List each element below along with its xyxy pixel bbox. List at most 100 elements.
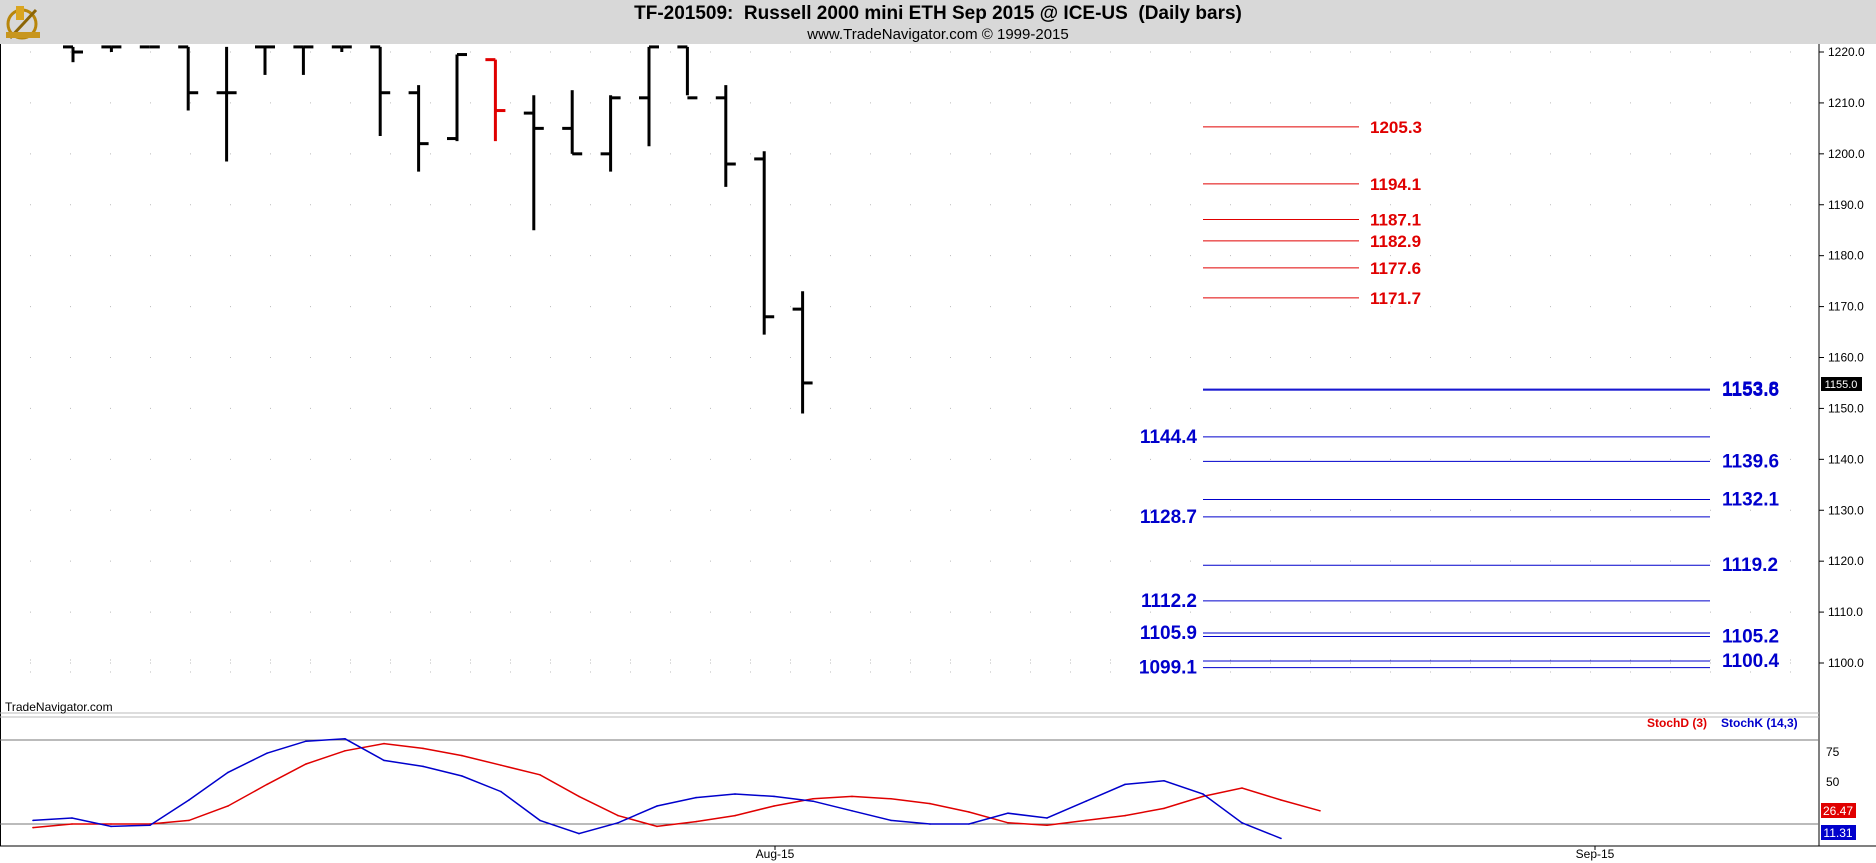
stoch-k-point (1085, 800, 1087, 802)
stoch-tick-label: 75 (1826, 745, 1840, 759)
price-tick-label: 1170.0 (1828, 300, 1864, 314)
stoch-k-point (929, 823, 931, 825)
ohlc-bar (639, 45, 659, 147)
sextant-logo-icon (6, 6, 40, 40)
chart-subtitle: www.TradeNavigator.com © 1999-2015 (807, 26, 1069, 43)
ohlc-bar (677, 45, 698, 100)
price-tick-label: 1130.0 (1828, 503, 1864, 517)
stoch-k-point (188, 799, 190, 801)
resistance-label: 1187.1 (1370, 211, 1421, 230)
stoch-d-point (500, 764, 502, 766)
legend-stoch-d: StochD (3) (1647, 716, 1707, 730)
price-tick-label: 1150.0 (1828, 401, 1864, 415)
ohlc-bar (408, 85, 429, 172)
price-axis: 1220.0 1210.0 1200.0 1190.0 1180.0 1170.0 1160… (1819, 45, 1865, 670)
ohlc-bar (293, 45, 314, 75)
ohlc-bar (63, 45, 83, 63)
stoch-d-point (266, 783, 268, 786)
resistance-label: 1182.9 (1370, 232, 1421, 251)
stoch-k-point (968, 823, 970, 825)
stoch-last-value-label: 11.31 (1823, 826, 1852, 840)
price-tick-label: 1100.0 (1828, 656, 1864, 670)
price-tick-label: 1120.0 (1828, 554, 1864, 568)
support-label: 1153.8 (1722, 379, 1779, 400)
ohlc-bar (447, 53, 467, 142)
ohlc-bar (754, 151, 775, 335)
chart-title: TF-201509: Russell 2000 mini ETH Sep 201… (634, 3, 1242, 24)
stoch-d-point (383, 742, 385, 745)
stoch-d-point (890, 798, 892, 800)
resistance-label: 1205.3 (1370, 118, 1422, 137)
stoch-d-point (1319, 810, 1321, 812)
stoch-d-point (110, 823, 112, 825)
stoch-d-point (227, 805, 229, 807)
price-tick-label: 1220.0 (1828, 45, 1865, 59)
ohlc-bar (600, 95, 621, 172)
price-tick-label: 1200.0 (1828, 147, 1865, 161)
stoch-k-point (773, 795, 775, 798)
stoch-last-value-box (1821, 825, 1856, 840)
price-bars (63, 45, 813, 414)
stoch-k-point (734, 793, 736, 795)
stoch-d-point (1046, 824, 1048, 826)
stoch-d-point (656, 825, 658, 828)
stoch-k-point (1202, 793, 1204, 795)
stoch-d-point (968, 811, 970, 813)
ohlc-bar (178, 45, 199, 111)
ohlc-bar (331, 45, 352, 52)
stoch-d-point (929, 802, 931, 805)
stoch-k-point (617, 822, 619, 824)
ohlc-bar (370, 45, 391, 137)
stoch-d-point (1085, 819, 1087, 822)
stoch-d-point (1007, 822, 1009, 824)
stoch-d-point (851, 795, 853, 798)
support-label: 1100.4 (1722, 651, 1779, 672)
stoch-k-point (890, 819, 892, 822)
ohlc-bar (792, 291, 813, 414)
support-label: 1144.4 (1140, 427, 1197, 448)
stoch-d-point (188, 819, 190, 822)
stoch-k-point (1280, 837, 1282, 840)
support-label: 1139.6 (1722, 451, 1779, 472)
stoch-d-point (617, 814, 619, 817)
date-tick-label: Aug-15 (756, 847, 795, 861)
stoch-d-point (539, 774, 541, 776)
stoch-last-value-box (1821, 803, 1856, 818)
stoch-d-point (695, 820, 697, 823)
stoch-k-point (539, 819, 541, 822)
support-label: 1105.9 (1140, 623, 1197, 644)
support-label: 1112.2 (1141, 591, 1197, 612)
ohlc-bar (216, 46, 237, 162)
stoch-d-point (773, 805, 775, 807)
resistance-label: 1177.6 (1370, 259, 1421, 278)
stoch-k-point (71, 817, 73, 819)
price-tick-label: 1190.0 (1828, 198, 1864, 212)
stoch-k-point (695, 796, 697, 799)
support-label: 1128.7 (1140, 507, 1197, 528)
stoch-d-point (1202, 795, 1204, 798)
stoch-k-point (266, 752, 268, 754)
support-label: 1105.2 (1722, 627, 1779, 648)
stoch-k-point (1163, 780, 1165, 782)
stoch-k-point (32, 819, 34, 822)
stoch-k-point (1241, 822, 1243, 824)
stoch-d-point (812, 798, 814, 800)
price-tick-label: 1140.0 (1828, 452, 1864, 466)
stoch-d-point (1280, 799, 1282, 801)
stoch-d-point (422, 747, 424, 750)
stoch-k-point (110, 825, 112, 828)
stoch-k-point (1046, 817, 1048, 819)
stoch-tick-label: 50 (1826, 775, 1840, 789)
price-tick-label: 1160.0 (1828, 351, 1864, 365)
price-tick-label: 1180.0 (1828, 249, 1864, 263)
ohlc-bar (562, 90, 583, 156)
stoch-d-point (305, 763, 307, 765)
resistance-label: 1194.1 (1370, 175, 1421, 194)
chart-header: TF-201509: Russell 2000 mini ETH Sep 201… (0, 0, 1876, 44)
stoch-d-point (1163, 807, 1165, 810)
ohlc-bar (101, 45, 122, 52)
stochastic-panel: 75 50 26.47 11.31 (0, 738, 1856, 840)
stoch-k-point (422, 765, 424, 768)
